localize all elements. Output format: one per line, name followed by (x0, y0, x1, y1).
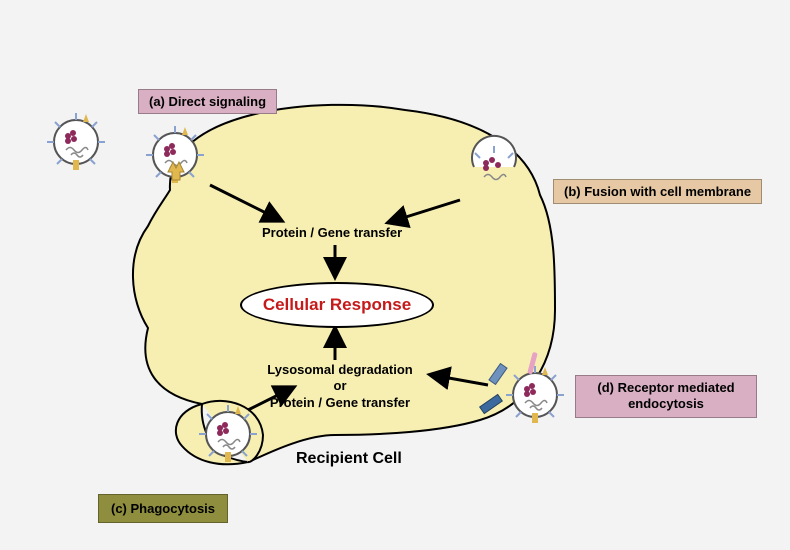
cellular-response-text: Cellular Response (263, 295, 411, 315)
label-d-line1: (d) Receptor mediated (597, 380, 734, 395)
bottom-line2: or (334, 378, 347, 393)
label-b: (b) Fusion with cell membrane (553, 179, 762, 204)
top-transfer-line: Protein / Gene transfer (262, 225, 402, 240)
cellular-response-oval: Cellular Response (240, 282, 434, 328)
label-a-text: (a) Direct signaling (149, 94, 266, 109)
bottom-line3: Protein / Gene transfer (270, 395, 410, 410)
bottom-transfer-text: Lysosomal degradation or Protein / Gene … (255, 362, 425, 411)
vesicle-free (47, 113, 105, 170)
label-b-text: (b) Fusion with cell membrane (564, 184, 751, 199)
recipient-cell-label-text: Recipient Cell (296, 450, 402, 467)
label-c-text: (c) Phagocytosis (111, 501, 215, 516)
recipient-cell-label: Recipient Cell (296, 450, 402, 468)
vesicle-d (506, 366, 564, 423)
label-c: (c) Phagocytosis (98, 494, 228, 523)
bottom-line1: Lysosomal degradation (267, 362, 412, 377)
top-transfer-text: Protein / Gene transfer (262, 225, 402, 240)
label-d-line2: endocytosis (628, 396, 704, 411)
label-d: (d) Receptor mediated endocytosis (575, 375, 757, 418)
label-a: (a) Direct signaling (138, 89, 277, 114)
diagram-canvas: (a) Direct signaling (b) Fusion with cel… (0, 0, 790, 550)
